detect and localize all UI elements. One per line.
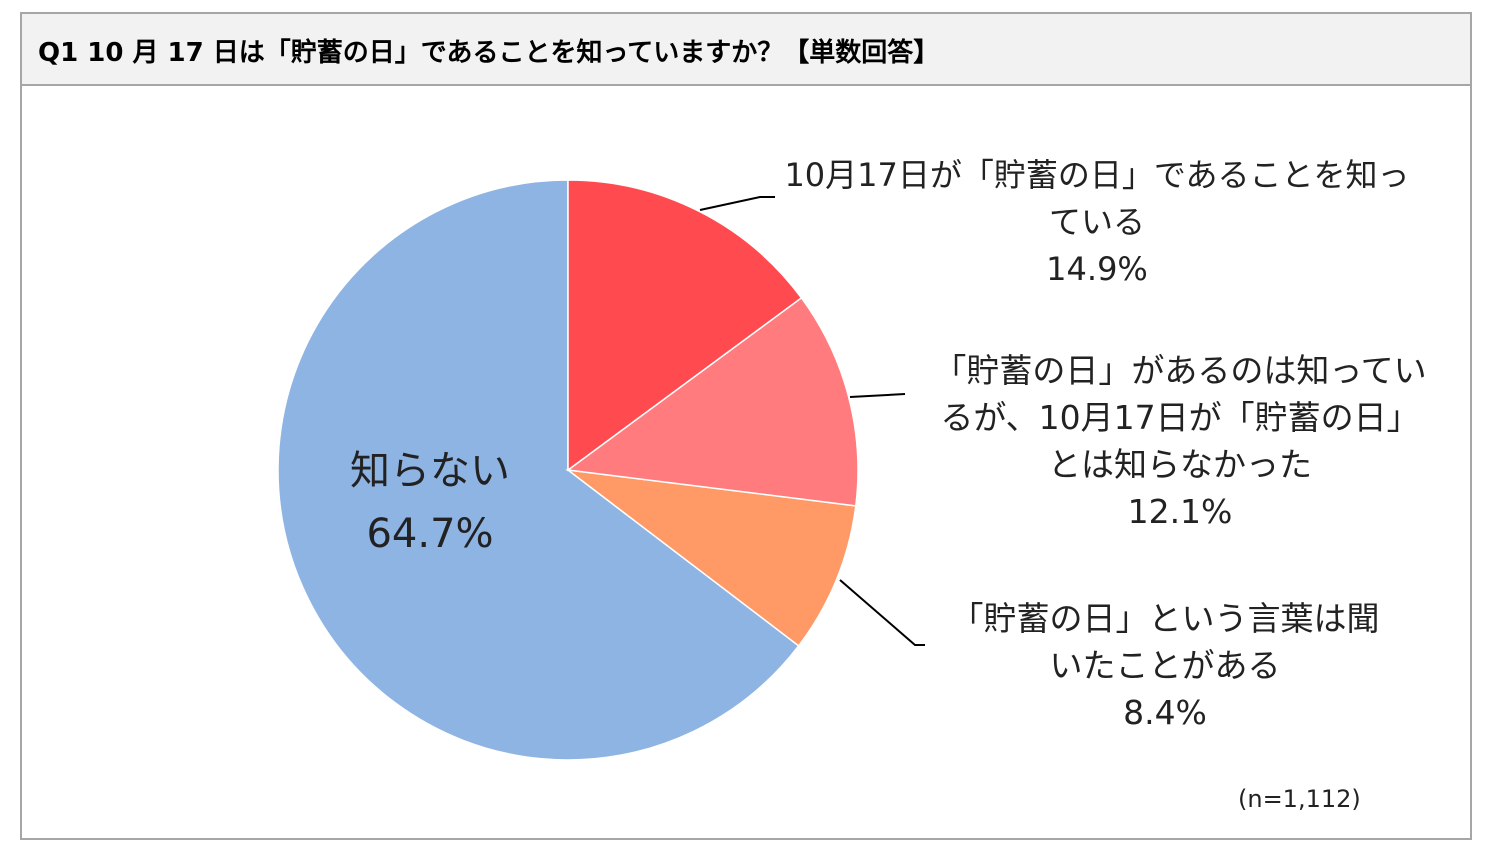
leader-line — [839, 579, 925, 646]
leader-line — [849, 393, 906, 398]
leader-line — [699, 196, 775, 211]
value-label: 14.9% — [1046, 250, 1148, 288]
pie-slice — [566, 296, 859, 507]
slice-label: 10月17日が「貯蓄の日」であることを知っている 14.9% — [777, 152, 1417, 293]
category-label: 「貯蓄の日」があるのは知っているが、10月17日が「貯蓄の日」とは知らなかった — [933, 351, 1427, 484]
category-label: 10月17日が「貯蓄の日」であることを知っている — [784, 156, 1410, 241]
value-label: 64.7% — [366, 511, 494, 557]
category-label: 知らない — [350, 448, 510, 494]
slice-label: 知らない 64.7% — [320, 440, 540, 566]
pie-slice — [565, 468, 857, 647]
sample-size-note: (n=1,112) — [1238, 785, 1361, 813]
value-label: 12.1% — [1127, 492, 1233, 531]
pie-slice — [567, 179, 803, 472]
category-label: 「貯蓄の日」という言葉は聞いたことがある — [950, 599, 1380, 685]
slice-label: 「貯蓄の日」という言葉は聞いたことがある 8.4% — [945, 595, 1385, 736]
pie-slice — [277, 179, 800, 761]
value-label: 8.4% — [1123, 693, 1207, 732]
chart-title: Q1 10 月 17 日は「貯蓄の日」であることを知っていますか？【単数回答】 — [38, 38, 940, 68]
slice-label: 「貯蓄の日」があるのは知っているが、10月17日が「貯蓄の日」とは知らなかった 1… — [928, 347, 1433, 535]
title-bar — [20, 12, 1472, 86]
